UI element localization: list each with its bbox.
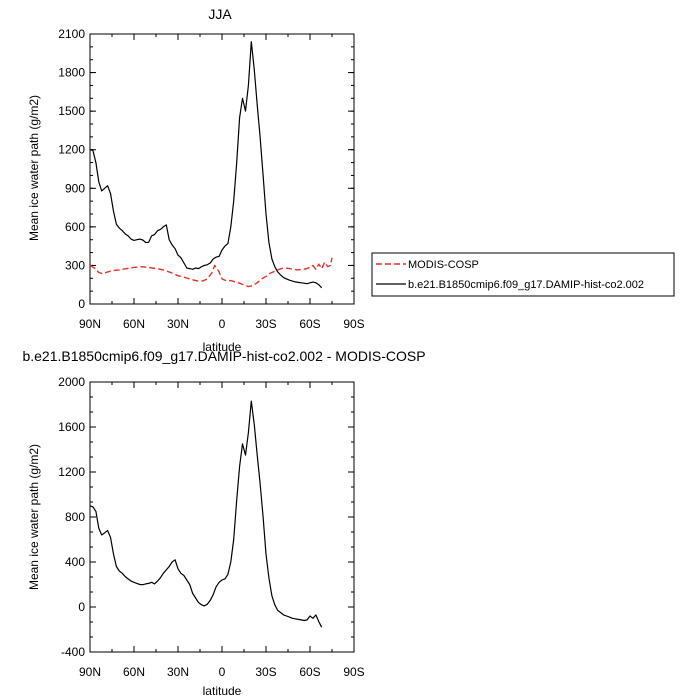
top-y-tick-label: 900	[65, 181, 85, 195]
top-x-tick-label: 0	[219, 317, 226, 331]
bottom-chart-frame	[89, 381, 355, 653]
top-y-tick-label: 2100	[58, 27, 85, 41]
top-x-tick-label: 60S	[299, 317, 320, 331]
top-chart-y-axis: 0 300 600 900 1200 1500 1800 2100	[58, 27, 354, 311]
top-y-tick-label: 300	[65, 258, 85, 272]
top-chart: JJA 0 300 600 900 1200 1500 1800 2100 90N 60N 30N…	[27, 6, 365, 354]
top-series-modis-line	[89, 257, 333, 288]
bottom-y-tick-label: 1200	[58, 465, 85, 479]
bottom-chart-x-title: latitude	[203, 684, 242, 698]
legend-box	[371, 252, 675, 297]
legend-label-modis: MODIS-COSP	[408, 259, 479, 271]
top-chart-x-axis: 90N 60N 30N 0 30S 60S 90S	[79, 34, 365, 331]
top-x-tick-label: 30S	[255, 317, 276, 331]
bottom-y-tick-label: 1600	[58, 420, 85, 434]
bottom-y-tick-label: 2000	[58, 375, 85, 389]
bottom-chart: b.e21.B1850cmip6.f09_g17.DAMIP-hist-co2.…	[22, 348, 425, 698]
bottom-x-tick-label: 30S	[255, 665, 276, 679]
top-x-tick-label: 90N	[79, 317, 101, 331]
bottom-x-tick-label: 0	[219, 665, 226, 679]
bottom-x-tick-label: 90N	[79, 665, 101, 679]
top-x-tick-label: 90S	[343, 317, 364, 331]
bottom-chart-y-axis: -400 0 400 800 1200 1600 2000	[58, 375, 354, 659]
bottom-y-tick-label: 400	[65, 555, 85, 569]
top-chart-y-title: Mean ice water path (g/m2)	[27, 95, 41, 241]
bottom-series-difference-line	[89, 400, 323, 628]
top-y-tick-label: 600	[65, 220, 85, 234]
top-y-tick-label: 1800	[58, 66, 85, 80]
top-chart-series	[89, 41, 333, 289]
bottom-y-tick-label: 800	[65, 510, 85, 524]
bottom-x-tick-label: 30N	[167, 665, 189, 679]
top-chart-x-title: latitude	[203, 340, 242, 354]
top-y-tick-label: 0	[78, 297, 85, 311]
top-y-tick-label: 1200	[58, 143, 85, 157]
top-chart-title: JJA	[208, 6, 232, 22]
bottom-chart-y-title: Mean ice water path (g/m2)	[27, 444, 41, 590]
bottom-y-tick-label: 0	[78, 600, 85, 614]
bottom-chart-series	[89, 400, 323, 628]
top-series-model-line	[89, 41, 323, 289]
bottom-y-tick-label: -400	[61, 645, 85, 659]
legend-label-model: b.e21.B1850cmip6.f09_g17.DAMIP-hist-co2.…	[408, 279, 644, 291]
top-x-tick-label: 30N	[167, 317, 189, 331]
bottom-x-tick-label: 60S	[299, 665, 320, 679]
top-x-tick-label: 60N	[123, 317, 145, 331]
top-y-tick-label: 1500	[58, 104, 85, 118]
top-chart-frame	[89, 33, 355, 305]
bottom-chart-x-axis: 90N 60N 30N 0 30S 60S 90S	[79, 382, 365, 679]
top-chart-legend: MODIS-COSP b.e21.B1850cmip6.f09_g17.DAMI…	[371, 252, 675, 297]
bottom-x-tick-label: 60N	[123, 665, 145, 679]
bottom-x-tick-label: 90S	[343, 665, 364, 679]
bottom-chart-title: b.e21.B1850cmip6.f09_g17.DAMIP-hist-co2.…	[22, 348, 425, 364]
